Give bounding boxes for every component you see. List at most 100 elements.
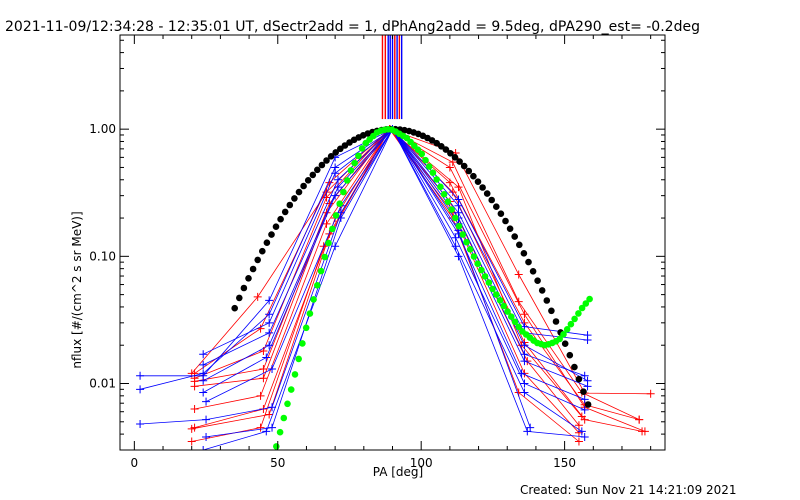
series-0-point-5 [514, 270, 523, 279]
green-fit-dot-78 [563, 326, 571, 333]
series-10-point-1 [199, 369, 208, 378]
series-4-point-0 [190, 382, 199, 391]
black-fit-dot-64 [525, 258, 532, 266]
x-axis-title: PA [deg] [373, 465, 423, 479]
series-16-point-7 [577, 427, 586, 436]
green-fit-dot-10 [310, 296, 317, 303]
black-fit-dot-15 [300, 182, 307, 190]
series-12-point-6 [580, 371, 589, 380]
x-tick-label-1: 50 [270, 456, 285, 470]
black-fit-dot-67 [538, 287, 546, 294]
green-fit-dot-19 [343, 177, 351, 184]
series-17-point-0 [202, 432, 211, 441]
green-fit-dot-60 [496, 297, 504, 304]
black-fit-dot-47 [447, 150, 454, 157]
series-10-point-2 [265, 310, 274, 319]
black-fit-dot-17 [309, 171, 317, 179]
green-fit-dot-6 [295, 355, 303, 363]
black-fit-dot-11 [281, 208, 289, 216]
green-fit-dot-76 [556, 335, 563, 343]
series-16-point-6 [520, 388, 529, 397]
black-fit-dot-53 [474, 178, 482, 185]
green-fit-dot-83 [582, 300, 590, 307]
series-14-point-2 [331, 191, 340, 200]
green-fit-dot-18 [340, 188, 347, 196]
green-fit-dot-61 [500, 302, 508, 310]
green-fit-dot-51 [463, 238, 470, 246]
green-fit-dot-62 [504, 308, 511, 315]
series-line-1 [194, 128, 640, 420]
black-fit-dot-2 [240, 284, 248, 292]
series-18-point-0 [199, 446, 208, 450]
green-fit-dot-20 [347, 167, 355, 174]
series-7-point-6 [574, 437, 583, 446]
green-fit-dot-84 [586, 295, 593, 303]
creation-timestamp: Created: Sun Nov 21 14:21:09 2021 [520, 483, 737, 497]
axes-layer: 0 50 100 150 0.01 0.10 1.00 [89, 34, 666, 470]
green-fit-dot-15 [329, 225, 336, 233]
x-tick-label-0: 0 [131, 456, 139, 470]
green-fit-dot-0 [273, 443, 280, 450]
black-fit-dot-68 [543, 297, 551, 304]
black-fit-dot-63 [520, 250, 528, 257]
black-fit-dot-56 [488, 196, 496, 204]
black-fit-dot-76 [580, 388, 587, 396]
black-fit-dot-48 [451, 154, 459, 161]
black-fit-dot-5 [254, 256, 261, 264]
series-8-point-6 [577, 412, 586, 421]
y-tick-label-2: 1.00 [89, 122, 116, 136]
green-fit-dot-82 [578, 304, 586, 312]
series-18-point-1 [262, 427, 271, 436]
series-2-point-2 [322, 193, 331, 202]
green-fit-dot-44 [437, 183, 444, 191]
green-fit-dot-7 [299, 340, 306, 347]
green-fit-dot-48 [452, 214, 459, 222]
green-fit-dot-13 [321, 253, 329, 261]
green-fit-dot-42 [429, 169, 437, 176]
x-tick-label-3: 150 [553, 456, 576, 470]
series-11-point-1 [265, 318, 274, 327]
black-fit-dot-4 [249, 265, 257, 273]
green-fit-dot-57 [485, 279, 493, 286]
black-fit-dot-10 [277, 215, 284, 223]
black-fit-dot-59 [502, 217, 509, 225]
green-fit-dot-53 [470, 253, 478, 260]
series-3-point-7 [635, 415, 644, 424]
data-layer [136, 35, 655, 450]
series-10-point-5 [454, 201, 463, 210]
black-fit-dot-49 [456, 158, 463, 165]
black-fit-dot-70 [552, 318, 560, 325]
series-1-point-5 [514, 297, 523, 306]
y-tick-label-0: 0.01 [89, 377, 116, 391]
series-2-point-5 [520, 310, 529, 319]
green-fit-dot-59 [493, 291, 500, 298]
black-fit-dot-21 [327, 153, 335, 160]
black-fit-dot-77 [584, 401, 592, 408]
green-fit-dot-17 [336, 200, 344, 207]
green-fit-dot-21 [351, 159, 358, 167]
green-fit-dot-64 [511, 318, 519, 326]
green-fit-dot-12 [317, 267, 325, 275]
series-18-point-2 [331, 242, 340, 251]
series-2-point-4 [445, 163, 454, 172]
black-fit-dot-55 [483, 190, 491, 197]
series-9-point-0 [136, 371, 145, 380]
black-fit-dot-18 [314, 166, 321, 174]
black-fit-dot-62 [516, 241, 523, 249]
series-17-point-4 [454, 252, 463, 261]
green-fit-dot-50 [459, 231, 467, 238]
green-fit-dot-43 [433, 176, 441, 183]
series-16-point-0 [136, 420, 145, 429]
series-9-point-2 [265, 296, 274, 305]
green-fit-dot-39 [418, 150, 426, 158]
green-fit-dot-49 [455, 222, 463, 230]
green-fit-dot-8 [302, 324, 310, 332]
green-fit-dot-58 [489, 285, 496, 293]
green-fit-dot-4 [287, 386, 295, 393]
green-fit-dot-65 [515, 323, 522, 331]
green-fit-dot-16 [332, 212, 340, 219]
green-fit-dot-3 [284, 400, 291, 408]
y-axis-title: nflux [#/(cm^2 s sr MeV)] [70, 211, 84, 368]
series-13-point-5 [520, 357, 529, 366]
